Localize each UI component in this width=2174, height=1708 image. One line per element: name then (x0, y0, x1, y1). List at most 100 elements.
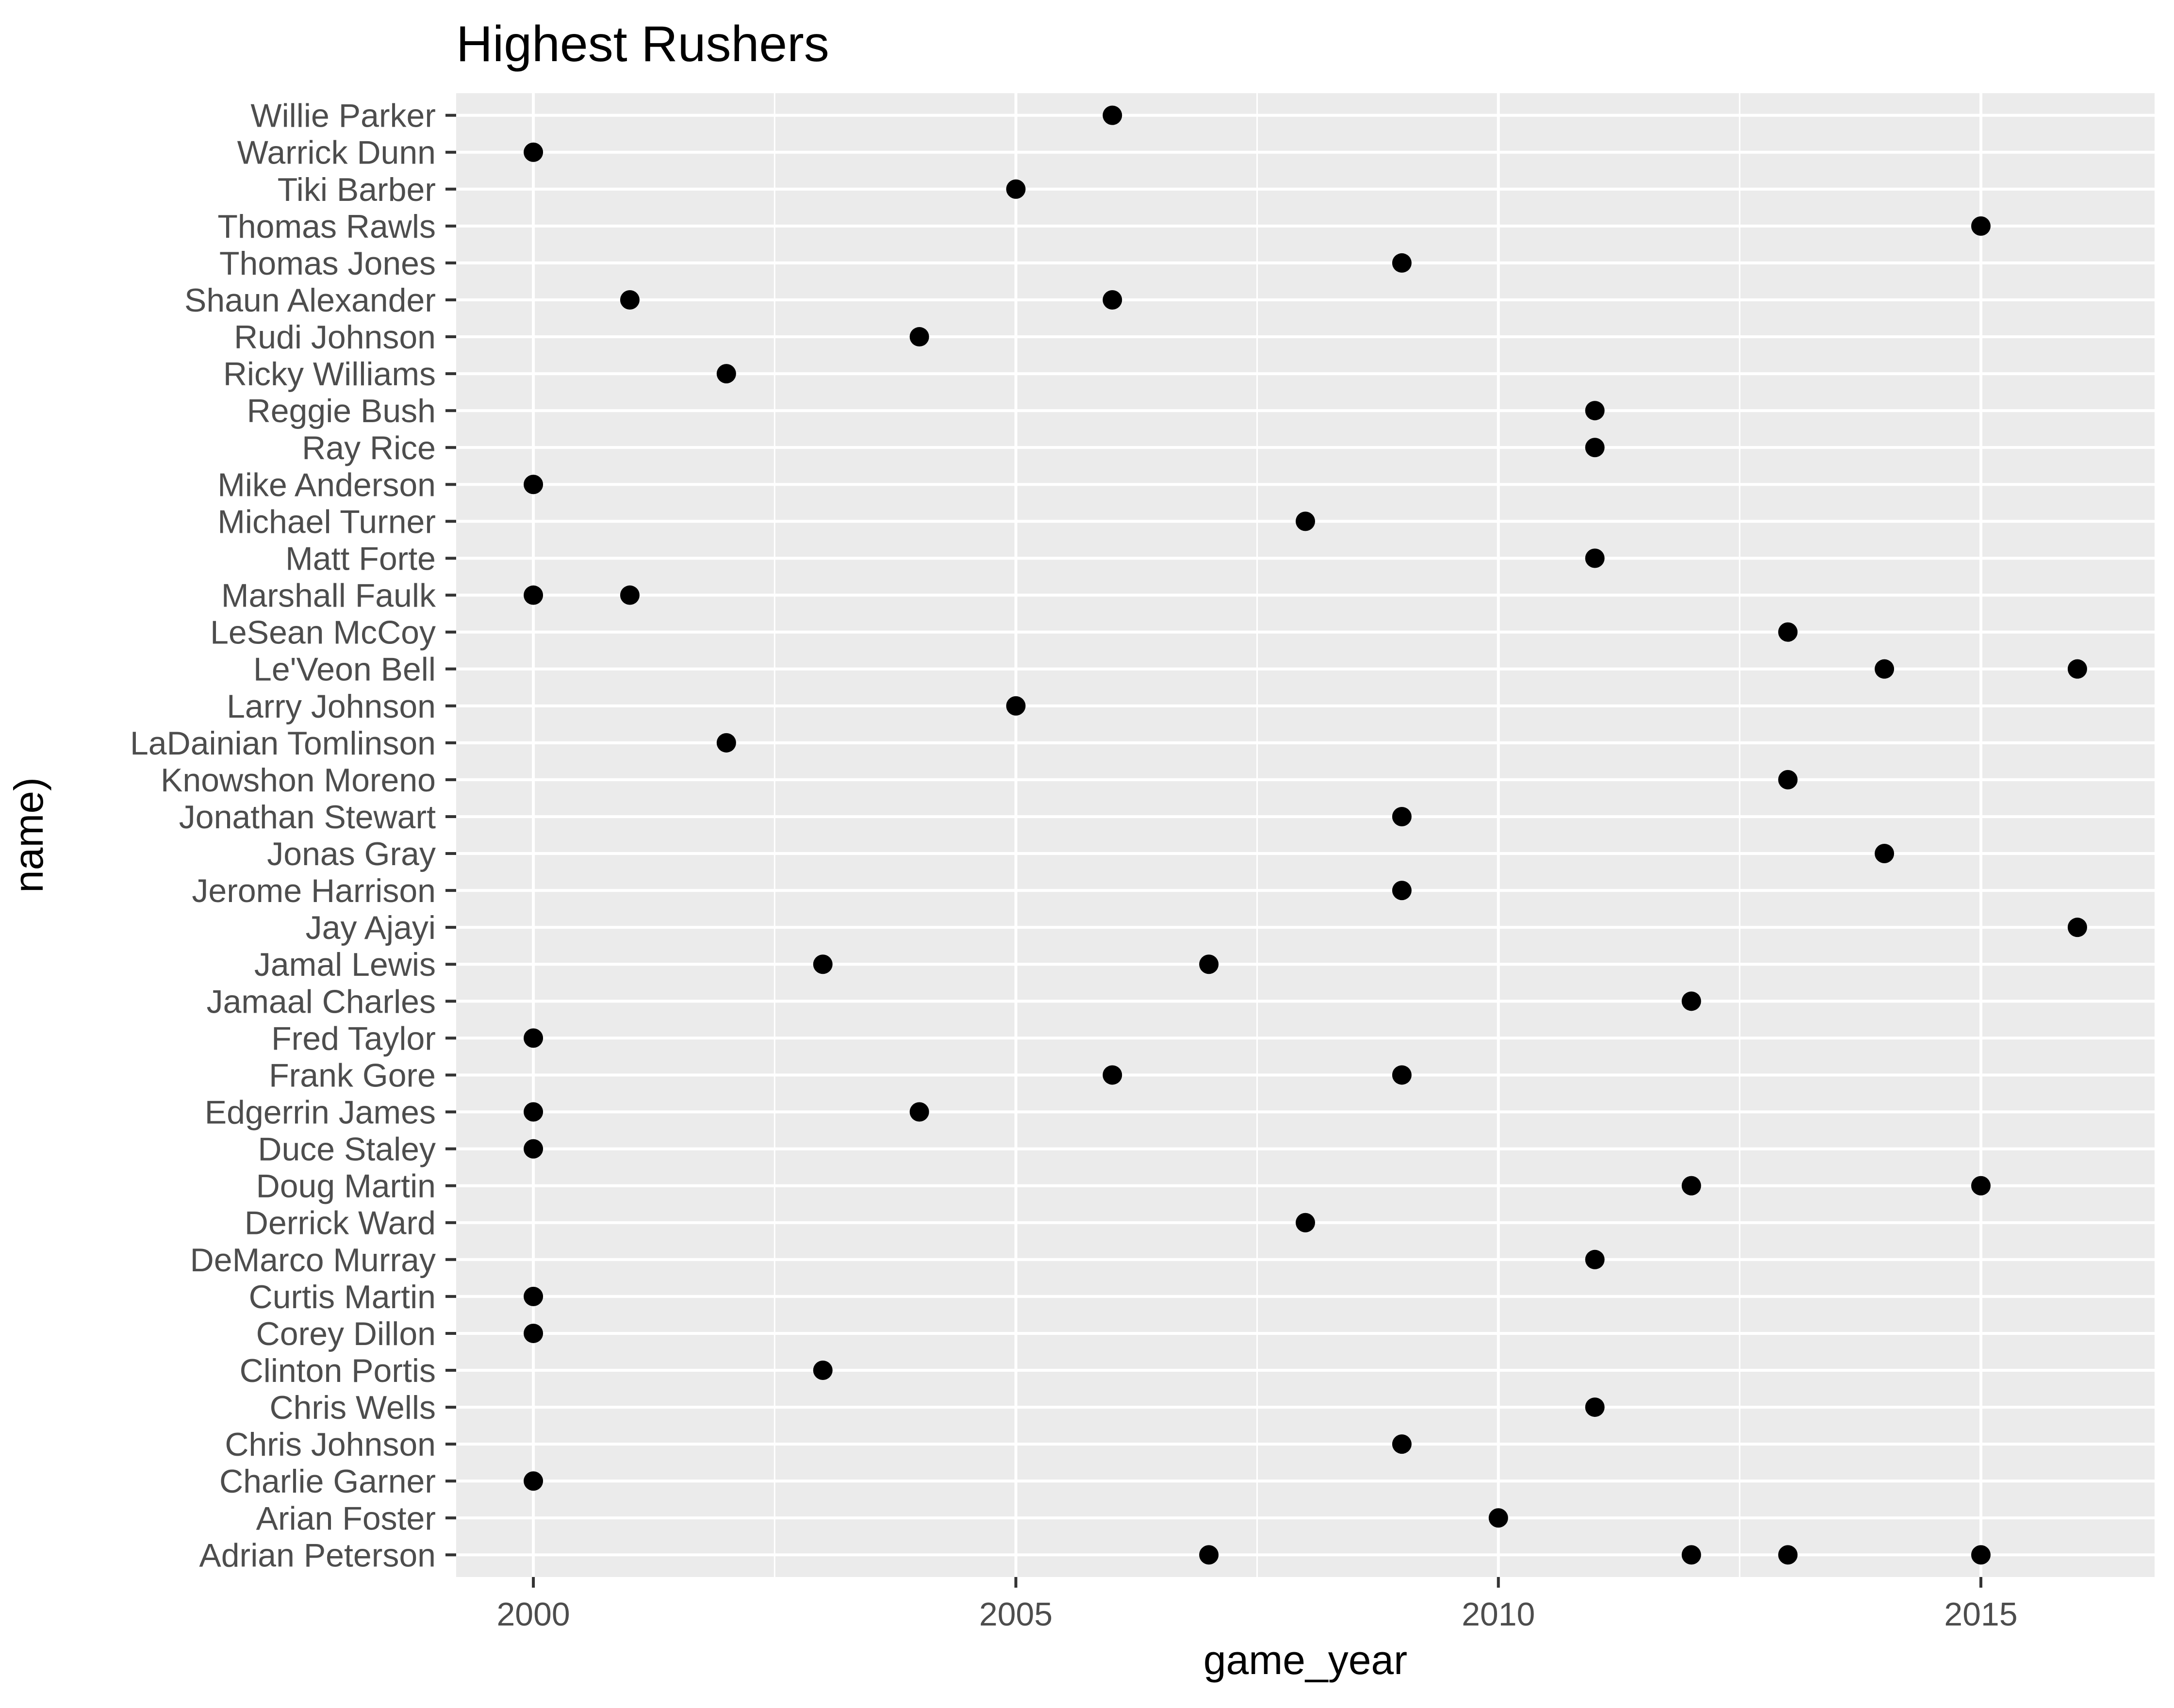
data-point (1392, 881, 1412, 901)
data-point (1103, 1065, 1122, 1085)
data-point (1971, 216, 1991, 236)
y-tick-label: Jamal Lewis (254, 946, 436, 983)
data-point (1778, 1545, 1798, 1565)
y-tick-label: Chris Wells (269, 1389, 436, 1426)
data-point (1392, 1065, 1412, 1085)
y-tick-label: Thomas Jones (219, 245, 436, 282)
x-axis-title: game_year (1203, 1637, 1407, 1683)
data-point (620, 290, 640, 310)
y-tick-label: Mike Anderson (217, 466, 436, 503)
data-points (524, 105, 2087, 1565)
data-point (909, 1102, 929, 1122)
x-tick-label: 2005 (979, 1596, 1053, 1633)
data-point (1585, 548, 1605, 568)
y-tick-label: Le'Veon Bell (253, 651, 436, 688)
y-tick-label: Corey Dillon (256, 1315, 436, 1352)
data-point (1585, 1249, 1605, 1269)
data-point (1296, 511, 1315, 531)
y-tick-label: Curtis Martin (249, 1279, 436, 1315)
y-tick-label: Doug Martin (256, 1168, 436, 1205)
data-point (524, 1102, 544, 1122)
data-point (716, 733, 736, 753)
x-tick-label: 2010 (1462, 1596, 1535, 1633)
data-point (1585, 401, 1605, 421)
y-tick-label: Warrick Dunn (237, 134, 436, 171)
data-point (1392, 1434, 1412, 1454)
data-point (1971, 1176, 1991, 1196)
data-point (1392, 806, 1412, 826)
data-point (1199, 1545, 1219, 1565)
y-tick-label: Jonas Gray (267, 836, 436, 872)
y-axis-title: name) (6, 777, 51, 893)
data-point (1103, 290, 1122, 310)
y-tick-label: Knowshon Moreno (161, 762, 436, 799)
y-tick-label: Ray Rice (302, 429, 436, 466)
y-tick-label: DeMarco Murray (190, 1242, 436, 1279)
y-tick-label: Derrick Ward (245, 1205, 436, 1242)
y-tick-label: Jamaal Charles (207, 983, 436, 1020)
y-tick-label: Tiki Barber (278, 171, 436, 208)
data-point (524, 142, 544, 162)
data-point (1681, 1176, 1701, 1196)
y-tick-label: Jonathan Stewart (179, 799, 436, 836)
y-tick-label: Clinton Portis (240, 1352, 436, 1389)
data-point (524, 475, 544, 494)
data-point (1875, 844, 1894, 864)
data-point (813, 1361, 833, 1380)
data-point (1488, 1508, 1508, 1528)
y-tick-label: Reggie Bush (247, 393, 436, 429)
data-point (524, 1323, 544, 1343)
plot-panel (456, 93, 2155, 1577)
data-point (1585, 438, 1605, 458)
y-tick-label: Charlie Garner (219, 1463, 436, 1500)
data-point (1006, 696, 1026, 716)
y-tick-label: Shaun Alexander (184, 282, 436, 319)
y-tick-label: Duce Staley (258, 1131, 436, 1168)
data-point (524, 1139, 544, 1159)
data-point (1778, 622, 1798, 642)
data-point (2067, 918, 2087, 937)
data-point (1103, 105, 1122, 125)
data-point (716, 364, 736, 384)
data-point (620, 585, 640, 605)
data-point (1971, 1545, 1991, 1565)
data-point (1006, 179, 1026, 199)
data-point (1296, 1213, 1315, 1232)
data-point (1585, 1397, 1605, 1417)
y-tick-label: Michael Turner (217, 503, 436, 540)
grid (456, 93, 2155, 1577)
y-tick-label: Matt Forte (285, 540, 436, 577)
data-point (1681, 1545, 1701, 1565)
y-tick-label: Rudi Johnson (234, 319, 436, 356)
y-tick-label: Chris Johnson (225, 1426, 436, 1463)
y-tick-label: LeSean McCoy (210, 614, 436, 651)
y-tick-label: Jay Ajayi (306, 909, 436, 946)
data-point (1681, 991, 1701, 1011)
y-tick-label: Jerome Harrison (192, 872, 436, 909)
data-point (524, 1471, 544, 1491)
chart-title: Highest Rushers (456, 16, 829, 72)
y-tick-label: LaDainian Tomlinson (130, 725, 436, 762)
y-tick-label: Adrian Peterson (199, 1537, 436, 1574)
y-tick-label: Willie Parker (250, 98, 436, 134)
y-tick-label: Marshall Faulk (221, 577, 436, 614)
data-point (1199, 954, 1219, 974)
x-axis: 2000 2005 2010 2015 (496, 1577, 2018, 1633)
y-tick-label: Thomas Rawls (217, 208, 436, 245)
y-tick-label: Frank Gore (269, 1057, 436, 1094)
x-tick-label: 2015 (1944, 1596, 2017, 1633)
data-point (524, 585, 544, 605)
data-point (524, 1028, 544, 1048)
y-tick-label: Ricky Williams (223, 356, 436, 393)
data-point (1875, 659, 1894, 679)
y-tick-label: Fred Taylor (271, 1020, 436, 1057)
data-point (909, 327, 929, 347)
y-tick-label: Arian Foster (256, 1500, 436, 1537)
data-point (813, 954, 833, 974)
x-tick-label: 2000 (496, 1596, 570, 1633)
data-point (1392, 253, 1412, 273)
data-point (524, 1286, 544, 1306)
data-point (1778, 770, 1798, 789)
